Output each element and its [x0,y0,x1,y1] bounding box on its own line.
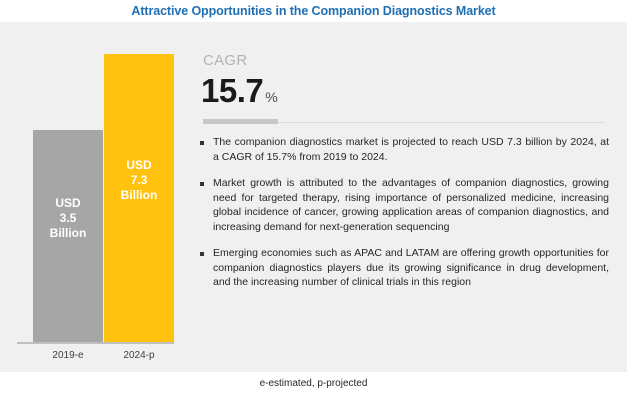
x-axis-tick-2019: 2019-e [52,350,84,361]
bar-2019-unit: Billion [49,225,87,240]
bar-2019-currency: USD [55,195,81,210]
bullet-text-2: Market growth is attributed to the advan… [213,177,609,233]
bar-2024-currency: USD [126,157,152,172]
cagr-percent-sign: % [265,89,278,105]
bullet-text-3: Emerging economies such as APAC and LATA… [213,247,609,288]
bar-2019-label: USD 3.5 Billion [50,196,87,241]
list-item: Emerging economies such as APAC and LATA… [200,246,618,290]
square-bullet-icon [200,252,204,256]
summary-panel: CAGR 15.7 % The companion diagnostics ma… [188,22,627,372]
cagr-value-group: 15.7 % [201,74,278,107]
section-divider [203,122,605,123]
section-divider-accent [203,119,278,124]
bar-2024-label: USD 7.3 Billion [121,158,158,203]
page-title: Attractive Opportunities in the Companio… [131,4,496,18]
cagr-label: CAGR [203,52,248,69]
bar-chart: USD 3.5 Billion USD 7.3 Billion 2019-e 2… [0,22,188,372]
bullet-list: The companion diagnostics market is proj… [200,135,618,302]
chart-axis-line [17,342,174,344]
footnote: e-estimated, p-projected [259,378,368,389]
bar-2024[interactable]: USD 7.3 Billion [104,54,174,342]
bar-2019-value: 3.5 [59,210,77,225]
list-item: The companion diagnostics market is proj… [200,135,618,164]
square-bullet-icon [200,141,204,145]
bar-2024-value: 7.3 [130,172,148,187]
square-bullet-icon [200,182,204,186]
cagr-value: 15.7 [201,72,264,109]
bullet-text-1: The companion diagnostics market is proj… [213,136,609,163]
bar-2024-unit: Billion [120,187,158,202]
bar-2019[interactable]: USD 3.5 Billion [33,130,103,342]
infographic-panel: USD 3.5 Billion USD 7.3 Billion 2019-e 2… [0,22,627,372]
list-item: Market growth is attributed to the advan… [200,176,618,234]
x-axis-tick-2024: 2024-p [123,350,155,361]
chart-title-bar: Attractive Opportunities in the Companio… [0,0,627,22]
